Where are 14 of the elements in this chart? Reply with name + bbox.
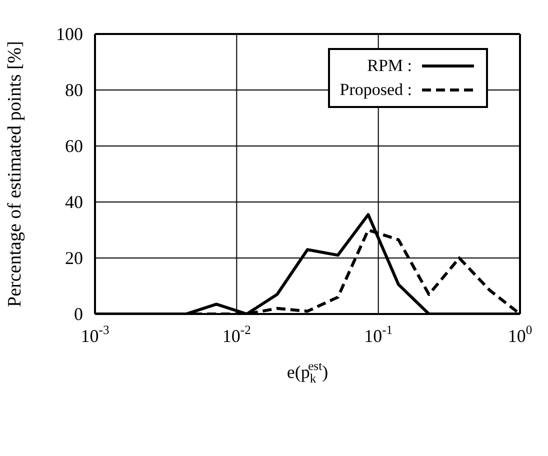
y-axis-title: Percentage of estimated points [%] <box>4 41 26 307</box>
y-tick-label: 100 <box>56 24 83 44</box>
x-axis-title: e(p$_{k}$$^{est}$) <box>286 358 328 386</box>
x-tick-label: 10$^{0}$ <box>508 322 532 346</box>
y-tick-label: 20 <box>65 248 83 268</box>
legend-label: Proposed : <box>340 80 412 100</box>
y-tick-label: 0 <box>74 304 83 324</box>
x-tick-label: 10$^{-3}$ <box>80 322 110 346</box>
y-tick-label: 80 <box>65 80 83 100</box>
y-tick-label: 60 <box>65 136 83 156</box>
y-tick-label: 40 <box>65 192 83 212</box>
legend-label: RPM : <box>367 56 412 76</box>
x-tick-label: 10$^{-2}$ <box>222 322 251 346</box>
x-tick-label: 10$^{-1}$ <box>364 322 393 346</box>
